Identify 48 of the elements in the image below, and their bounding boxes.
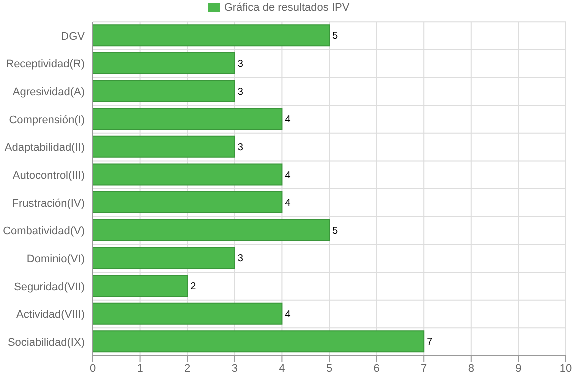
y-tick-label: Combatividad(V)	[3, 226, 85, 238]
bar	[93, 275, 188, 298]
y-tick-label: Comprensión(I)	[9, 114, 85, 126]
x-tick-label: 2	[184, 362, 191, 375]
y-tick-label: Dominio(VI)	[26, 254, 85, 266]
x-tick-label: 5	[326, 362, 333, 375]
x-tick-label: 9	[516, 362, 522, 375]
bar	[93, 80, 236, 102]
bar	[93, 52, 236, 74]
data-label: 4	[285, 198, 292, 210]
x-tick-label: 4	[279, 362, 286, 375]
data-label: 4	[285, 114, 292, 126]
x-tick-label: 3	[232, 362, 238, 375]
bar	[93, 164, 283, 186]
y-tick-label: Frustración(IV)	[12, 198, 85, 210]
bar	[93, 24, 330, 47]
bar	[93, 136, 236, 158]
x-tick-label: 6	[374, 362, 380, 375]
data-label: 5	[332, 31, 338, 42]
y-tick-label: Sociabilidad(IX)	[8, 336, 85, 349]
bar	[93, 219, 330, 242]
data-label: 2	[190, 282, 197, 293]
data-label: 3	[238, 58, 244, 70]
x-tick-label: 10	[560, 362, 572, 375]
y-tick-label: Agresividad(A)	[12, 86, 85, 99]
bar	[93, 108, 283, 130]
y-tick-label: Autocontrol(III)	[12, 170, 85, 182]
data-label: 5	[332, 226, 338, 237]
y-tick-label: Seguridad(VII)	[14, 281, 85, 294]
x-tick-label: 1	[137, 362, 144, 375]
y-tick-label: Actividad(VIII)	[16, 309, 85, 322]
bar	[93, 247, 236, 270]
y-tick-label: Adaptabilidad(II)	[4, 142, 85, 154]
data-label: 3	[238, 142, 244, 154]
data-label: 3	[238, 254, 244, 265]
bar	[93, 192, 283, 214]
bar	[93, 302, 283, 325]
data-label: 4	[285, 170, 292, 182]
data-label: 7	[427, 337, 434, 348]
x-tick-label: 7	[421, 362, 428, 375]
legend-label: Gráfica de resultados IPV	[224, 2, 350, 14]
data-label: 4	[285, 309, 292, 320]
y-tick-label: DGV	[61, 30, 86, 43]
x-tick-label: 0	[90, 362, 96, 375]
data-label: 3	[238, 86, 244, 98]
y-tick-label: Receptividad(R)	[6, 58, 85, 71]
bar	[93, 330, 425, 353]
x-tick-label: 8	[468, 362, 474, 375]
